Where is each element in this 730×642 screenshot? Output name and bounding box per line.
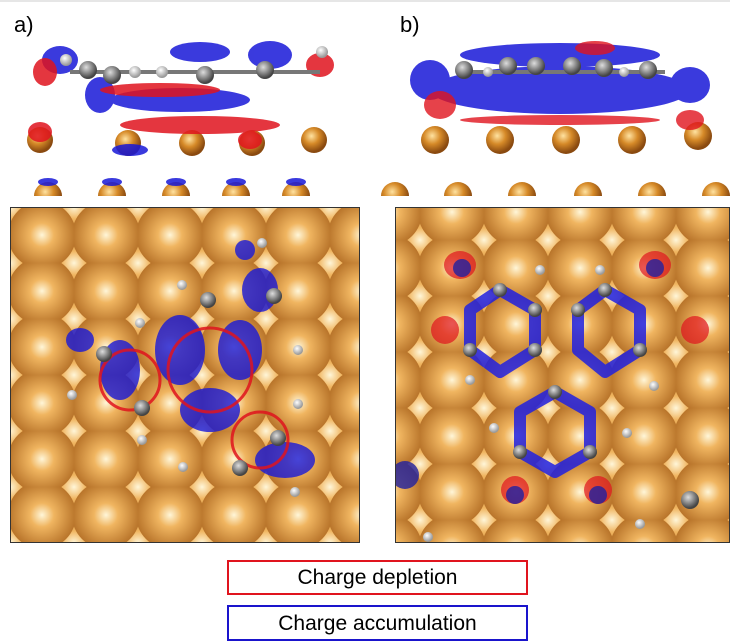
- legend-label: Charge depletion: [298, 566, 458, 589]
- side-view-a: [27, 41, 730, 210]
- figure: a) b): [0, 0, 730, 642]
- panel-label: b): [400, 12, 420, 37]
- legend-label: Charge accumulation: [278, 612, 476, 635]
- top-view-a: [10, 207, 360, 543]
- panel-label: a): [14, 12, 34, 37]
- top-view-b: [391, 207, 730, 543]
